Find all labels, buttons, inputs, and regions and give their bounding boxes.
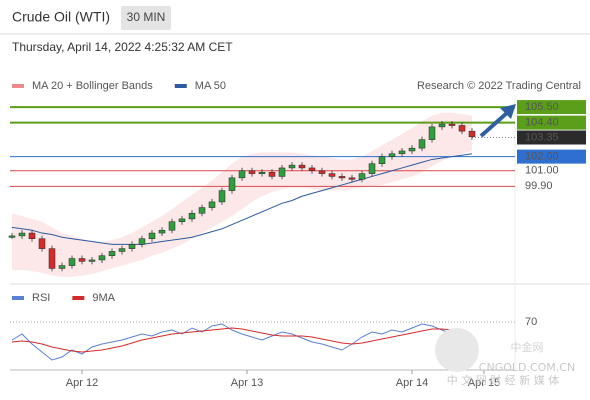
candle-body (78, 258, 86, 262)
x-tick-label: Apr 13 (231, 377, 263, 389)
watermark-tagline: 中 文 网 财 经 新 媒 体 (447, 373, 559, 387)
level-label: 101.00 (525, 165, 559, 177)
candle-body (108, 251, 116, 256)
candle-body (98, 255, 106, 261)
candle-body (368, 163, 376, 174)
candle-body (178, 218, 186, 222)
candle-body (418, 139, 426, 149)
x-tick-label: Apr 15 (468, 377, 500, 389)
candle-body (458, 125, 466, 132)
candle-body (468, 130, 476, 138)
level-label: 103.35 (525, 131, 559, 143)
timestamp: Thursday, April 14, 2022 4:25:32 AM CET (12, 40, 233, 54)
candle-body (8, 235, 16, 238)
y-tick-label: 70 (525, 316, 537, 328)
instrument-title: Crude Oil (WTI) (12, 9, 110, 25)
level-label: 102.00 (525, 151, 559, 163)
candle-body (118, 248, 126, 252)
bollinger-band (12, 112, 472, 277)
plot-layer: MA 20 + Bollinger Bands MA 50 105.50 104.40… (8, 80, 586, 389)
candle-body (38, 238, 46, 249)
candle-body (428, 126, 436, 140)
level-box (517, 130, 586, 145)
candle-body (398, 150, 406, 155)
candle-body (28, 232, 36, 239)
candle-body (128, 244, 136, 249)
legend-swatch (174, 84, 187, 88)
legend-swatch (12, 84, 24, 88)
legend-label: MA 50 (195, 80, 226, 92)
candle-body (438, 123, 446, 128)
candle-body (68, 258, 76, 266)
legend-swatch (72, 296, 85, 300)
watermark-logo: 中金网 (511, 340, 544, 354)
x-tick-label: Apr 12 (66, 377, 98, 389)
level-box (517, 115, 586, 130)
candle-body (218, 190, 226, 203)
candle-body (408, 147, 416, 152)
candle-body (278, 167, 286, 177)
x-tick-label: Apr 14 (396, 377, 428, 389)
rsi-line (11, 327, 473, 353)
candle-body (148, 232, 156, 239)
legend-label: RSI (32, 292, 50, 304)
candle-body (348, 177, 356, 180)
candle-body (308, 167, 316, 172)
rsi-line (11, 323, 473, 361)
candle-body (208, 201, 216, 208)
watermark-logo-icon (435, 328, 479, 372)
candle-body (188, 212, 196, 220)
candle-body (358, 173, 366, 180)
legend-label: 9MA (92, 292, 115, 304)
candle-body (328, 173, 336, 177)
candle-body (198, 207, 206, 214)
candle-body (58, 265, 66, 269)
candle-body (88, 259, 96, 262)
candle-body (158, 229, 166, 234)
candle-body (318, 170, 326, 174)
timeframe-label[interactable]: 30 MIN (127, 10, 166, 24)
timeframe-badge[interactable] (121, 6, 171, 30)
candle-body (258, 171, 266, 174)
watermark-site: CNGOLD.COM.CN (479, 361, 575, 374)
candle-body (298, 164, 306, 169)
level-box (517, 149, 586, 164)
candle-body (18, 232, 26, 237)
level-box (517, 100, 586, 115)
legend-label: MA 20 + Bollinger Bands (32, 80, 153, 92)
candle-body (378, 156, 386, 164)
ma50-line (11, 153, 473, 245)
candle-body (228, 177, 236, 191)
candle-body (268, 171, 276, 177)
target-arrow (479, 104, 516, 138)
candle-body (48, 248, 56, 269)
candle-body (138, 238, 146, 245)
candle-body (338, 176, 346, 179)
level-label: 99.90 (525, 180, 553, 192)
candle-body (288, 164, 296, 169)
level-label: 105.50 (525, 101, 559, 113)
candle-body (388, 153, 396, 157)
candle-body (248, 170, 256, 174)
candle-body (448, 123, 456, 126)
candle-body (238, 170, 246, 179)
legend-swatch (12, 296, 24, 300)
candle-body (168, 221, 176, 231)
level-label: 104.40 (525, 117, 559, 129)
credit: Research © 2022 Trading Central (417, 80, 581, 92)
